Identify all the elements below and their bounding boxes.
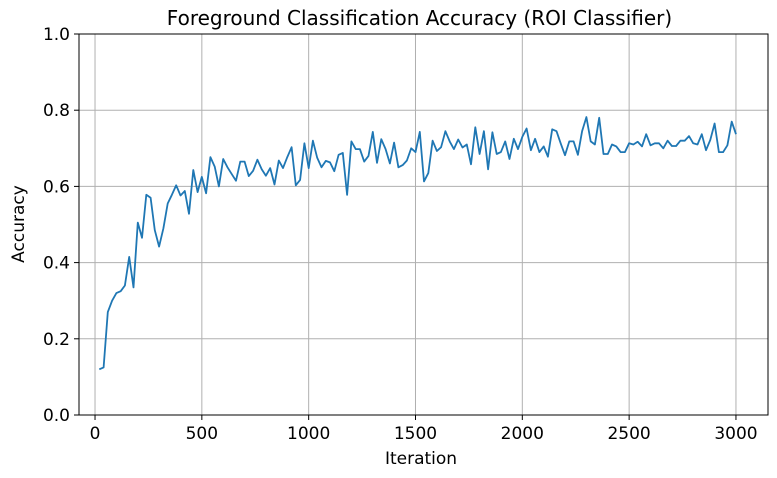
plot-frame — [78, 33, 769, 416]
x-tick-label: 2500 — [607, 424, 650, 444]
y-axis: 0.0 0.2 0.4 0.6 0.8 1.0 — [43, 25, 79, 426]
y-tick-label: 1.0 — [43, 25, 70, 45]
y-tick-label: 0.0 — [43, 406, 70, 426]
y-tick-label: 0.8 — [43, 101, 70, 121]
x-tick-label: 500 — [186, 424, 218, 444]
x-axis-label: Iteration — [385, 449, 457, 469]
y-tick-label: 0.2 — [43, 330, 70, 350]
series-group — [98, 116, 737, 371]
x-tick-label: 2000 — [501, 424, 544, 444]
y-tick-label: 0.6 — [43, 177, 70, 197]
x-tick-label: 3000 — [714, 424, 757, 444]
accuracy-series-line — [98, 116, 737, 371]
y-tick-label: 0.4 — [43, 254, 70, 274]
x-tick-label: 0 — [90, 424, 101, 444]
y-axis-label: Accuracy — [9, 185, 29, 263]
x-tick-label: 1000 — [287, 424, 330, 444]
grid-lines — [79, 33, 768, 416]
x-axis: 0 500 1000 1500 2000 2500 3000 — [90, 415, 758, 444]
chart-title: Foreground Classification Accuracy (ROI … — [167, 6, 672, 30]
x-tick-label: 1500 — [394, 424, 437, 444]
